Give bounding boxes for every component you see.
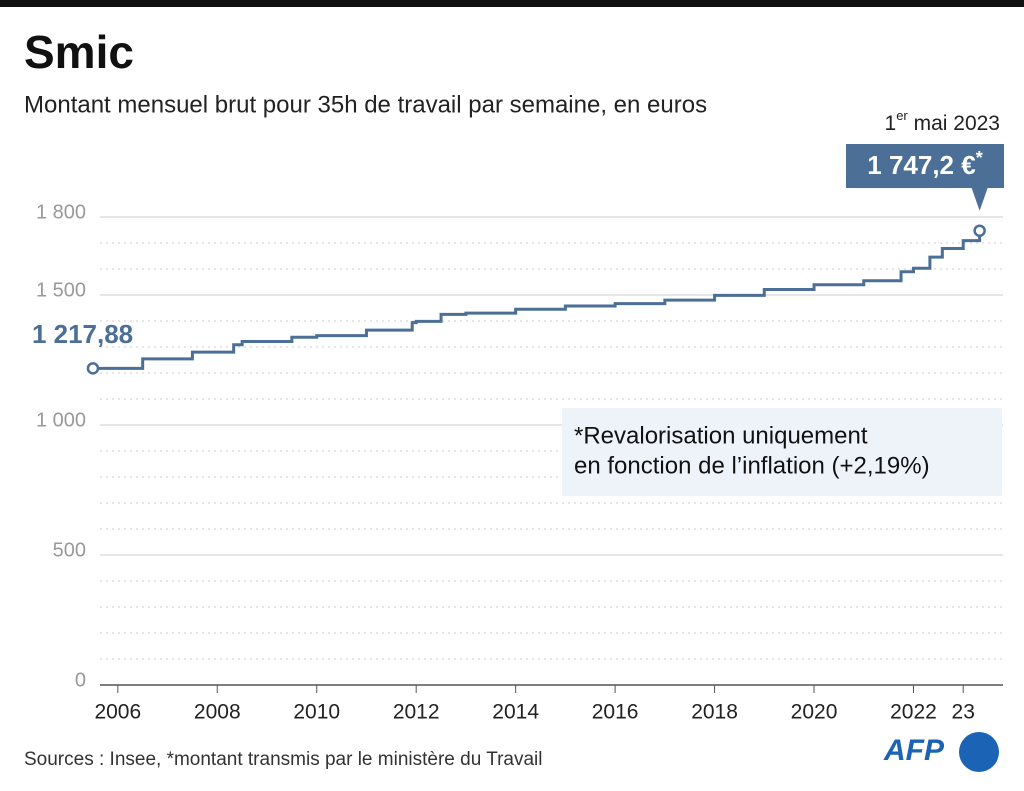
logo: AFP bbox=[883, 734, 945, 767]
point bbox=[86, 362, 100, 375]
end-date-day: 1 bbox=[885, 112, 897, 135]
end-date: 1er mai 2023 bbox=[885, 108, 1000, 134]
start-label: 1 217,88 bbox=[32, 319, 133, 349]
point bbox=[973, 224, 986, 237]
chart-subtitle: Montant mensuel brut pour 35h de travail… bbox=[24, 91, 707, 118]
y-tick-label: 1 000 bbox=[36, 409, 86, 431]
note-box bbox=[562, 408, 1002, 496]
note-line: en fonction de l’inflation (+2,19%) bbox=[574, 452, 930, 479]
line bbox=[92, 230, 982, 370]
x-tick-label: 2006 bbox=[94, 701, 141, 724]
end-label-value: 1 747,2 € bbox=[867, 150, 975, 180]
end-label: 1 747,2 €* bbox=[867, 148, 982, 180]
y-tick-label: 1 500 bbox=[36, 279, 86, 301]
x-tick-label: 2022 bbox=[890, 701, 937, 724]
note-line: *Revalorisation uniquement bbox=[574, 422, 868, 449]
plot: 0 500 1 000 1 500 1 800 2006 2008 2010 2012 2014 2… bbox=[32, 108, 1004, 724]
x-tick-label: 2012 bbox=[393, 701, 440, 724]
callout-box bbox=[846, 144, 1004, 211]
x-tick-label: 2010 bbox=[293, 701, 340, 724]
end-date-sup: er bbox=[896, 108, 908, 123]
x-tick-label: 2016 bbox=[592, 701, 639, 724]
x-tick-label: 2014 bbox=[492, 701, 539, 724]
y-tick-label: 500 bbox=[53, 539, 86, 561]
logo-dot bbox=[959, 732, 999, 772]
x-tick-label: 2018 bbox=[691, 701, 738, 724]
x-tick-label: 23 bbox=[952, 701, 975, 724]
x-tick-label: 2008 bbox=[194, 701, 241, 724]
chart-title: Smic bbox=[24, 26, 134, 78]
x-tick-label: 2020 bbox=[791, 701, 838, 724]
y-tick-label: 1 800 bbox=[36, 201, 86, 223]
end-date-rest: mai 2023 bbox=[908, 112, 1000, 135]
y-tick-label: 0 bbox=[75, 669, 86, 691]
top-bar bbox=[0, 0, 1024, 7]
source: Sources : Insee, *montant transmis par l… bbox=[24, 749, 543, 770]
end-label-star: * bbox=[976, 148, 983, 168]
